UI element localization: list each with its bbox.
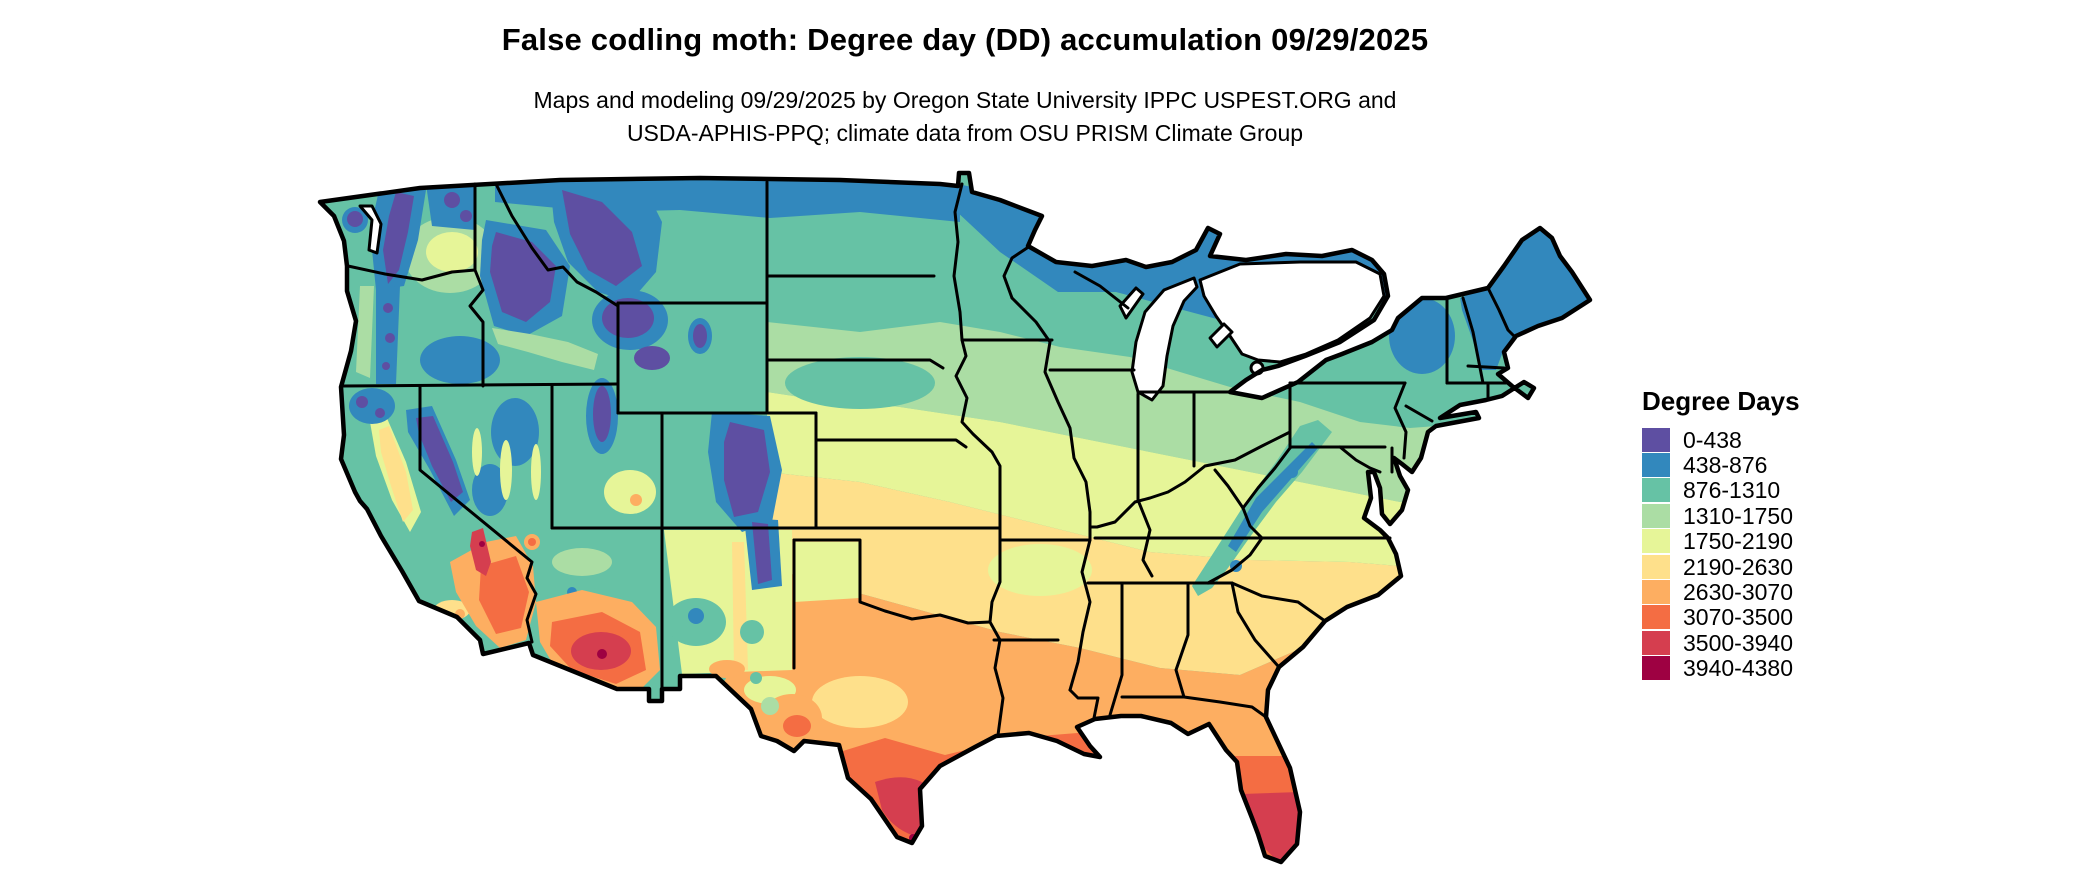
legend-label: 3940-4380 <box>1683 655 1793 682</box>
legend-swatch <box>1642 554 1670 579</box>
state-borders <box>340 180 1516 737</box>
legend-swatch <box>1642 656 1670 681</box>
legend-swatch <box>1642 605 1670 630</box>
legend: Degree Days 0-438 438-876 876-1310 1310-175… <box>1642 386 1800 681</box>
us-degree-day-map <box>317 170 1593 865</box>
legend-swatch <box>1642 580 1670 605</box>
legend-label: 3070-3500 <box>1683 604 1793 631</box>
saginaw-bay <box>1208 322 1234 349</box>
legend-swatch <box>1642 630 1670 655</box>
subtitle-line-1: Maps and modeling 09/29/2025 by Oregon S… <box>533 87 1397 113</box>
legend-label: 2630-3070 <box>1683 579 1793 606</box>
lake-michigan <box>1130 276 1199 402</box>
legend-item: 3070-3500 <box>1642 605 1800 630</box>
subtitle-line-2: USDA-APHIS-PPQ; climate data from OSU PR… <box>626 120 1304 146</box>
legend-label: 0-438 <box>1683 426 1742 453</box>
legend-label: 2190-2630 <box>1683 553 1793 580</box>
legend-item: 2190-2630 <box>1642 554 1800 579</box>
legend-label: 438-876 <box>1683 452 1768 479</box>
us-map-outline <box>317 170 1593 865</box>
legend-swatch <box>1642 427 1670 452</box>
legend-item: 0-438 <box>1642 427 1800 452</box>
legend-item: 3500-3940 <box>1642 630 1800 655</box>
legend-item: 438-876 <box>1642 452 1800 479</box>
legend-item: 1310-1750 <box>1642 503 1800 528</box>
legend-title: Degree Days <box>1642 386 1800 416</box>
subtitle: Maps and modeling 09/29/2025 by Oregon S… <box>300 84 1630 150</box>
page-title: False codling moth: Degree day (DD) accu… <box>501 22 1429 57</box>
legend-items: 0-438 438-876 876-1310 1310-1750 1750-2190 21… <box>1642 427 1800 681</box>
legend-swatch <box>1642 529 1670 554</box>
legend-label: 3500-3940 <box>1683 629 1793 656</box>
legend-label: 1750-2190 <box>1683 528 1793 555</box>
green-bay <box>1118 286 1145 320</box>
legend-item: 3940-4380 <box>1642 656 1800 681</box>
legend-item: 1750-2190 <box>1642 529 1800 554</box>
legend-swatch <box>1642 503 1670 528</box>
legend-label: 876-1310 <box>1683 477 1781 504</box>
legend-item: 876-1310 <box>1642 478 1800 503</box>
legend-swatch <box>1642 453 1670 478</box>
legend-swatch <box>1642 478 1670 503</box>
legend-item: 2630-3070 <box>1642 579 1800 606</box>
legend-label: 1310-1750 <box>1683 502 1793 529</box>
puget-sound <box>358 204 383 255</box>
